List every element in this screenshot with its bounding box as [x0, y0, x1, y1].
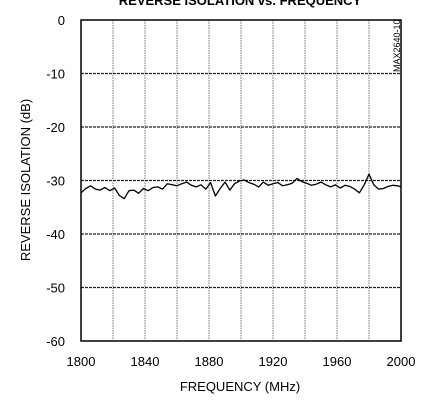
grid-lines — [81, 20, 401, 341]
y-tick-label: -60 — [46, 334, 65, 349]
y-tick-label: -40 — [46, 227, 65, 242]
y-tick-label: 0 — [58, 13, 65, 28]
series-line — [80, 173, 402, 200]
part-code-label: MAX2640-10 — [392, 19, 402, 72]
y-tick-label: -30 — [46, 174, 65, 189]
x-axis-title: FREQUENCY (MHz) — [180, 379, 300, 394]
x-tick-label: 1960 — [323, 354, 352, 369]
y-axis-title: REVERSE ISOLATION (dB) — [18, 99, 33, 261]
y-tick-label: -10 — [46, 67, 65, 82]
plot-frame — [80, 19, 402, 342]
x-tick-label: 2000 — [387, 354, 416, 369]
y-tick-label: -20 — [46, 120, 65, 135]
chart-title: REVERSE ISOLATION vs. FREQUENCY — [119, 0, 362, 8]
x-tick-labels: 1800 1840 1880 1920 1960 2000 — [67, 354, 416, 369]
x-tick-label: 1880 — [195, 354, 224, 369]
y-tick-label: -50 — [46, 281, 65, 296]
series-group — [80, 173, 402, 200]
x-tick-label: 1840 — [131, 354, 160, 369]
x-tick-label: 1800 — [67, 354, 96, 369]
x-tick-label: 1920 — [259, 354, 288, 369]
y-tick-labels: 0 -10 -20 -30 -40 -50 -60 — [46, 13, 65, 349]
